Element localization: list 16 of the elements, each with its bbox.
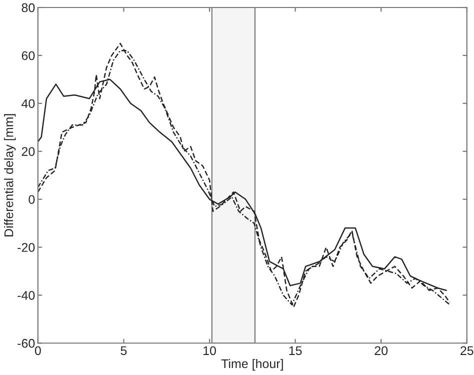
y-tick-label: 60 [22,51,35,60]
x-tick-label: 0 [34,346,41,356]
x-tick-label: 25 [460,346,474,356]
y-axis-title: Differential delay [mm] [4,114,16,236]
y-tick-label: -20 [18,243,35,252]
x-tick-label: 10 [204,346,216,356]
y-tick-label: -40 [18,290,35,300]
x-axis-title: Time [hour] [221,358,283,371]
y-tick-label: 20 [22,147,35,156]
x-tick-label: 5 [120,346,127,356]
y-tick-label: 80 [22,3,35,12]
y-tick-label: -60 [18,338,35,348]
y-tick-label: 0 [28,195,35,204]
x-tick-label: 20 [374,346,388,356]
y-tick-label: 40 [22,99,35,108]
x-tick-label: 15 [289,346,302,356]
